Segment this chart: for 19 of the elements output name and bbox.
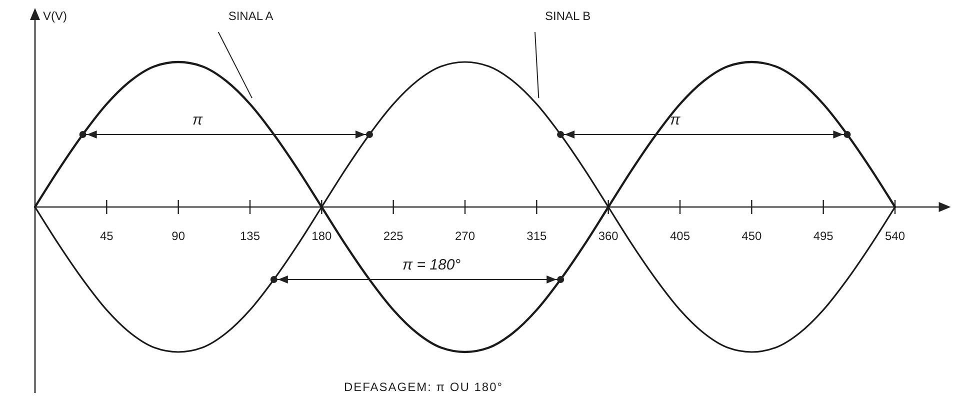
x-tick-label: 45 [100, 229, 114, 243]
y-axis-title: V(V) [43, 9, 68, 23]
x-tick-label: 90 [172, 229, 186, 243]
x-tick-label: 495 [813, 229, 834, 243]
x-tick-label: 540 [884, 229, 906, 243]
x-tick-label: 405 [670, 229, 690, 243]
text: SINAL B [545, 9, 591, 23]
annotation: π [192, 112, 204, 128]
annotation: π = 180° [402, 256, 461, 274]
text: DEFASAGEM: π OU 180° [344, 380, 504, 394]
x-tick-label: 180 [312, 229, 332, 243]
x-tick-label: 135 [240, 229, 260, 243]
x-tick-label: 225 [383, 229, 404, 243]
text: SINAL A [228, 9, 274, 23]
x-tick-label: 270 [454, 229, 476, 243]
x-tick-label: 315 [526, 229, 547, 243]
x-tick-label: 360 [598, 229, 619, 243]
annotation: π [670, 112, 682, 128]
x-tick-label: 450 [742, 229, 762, 243]
